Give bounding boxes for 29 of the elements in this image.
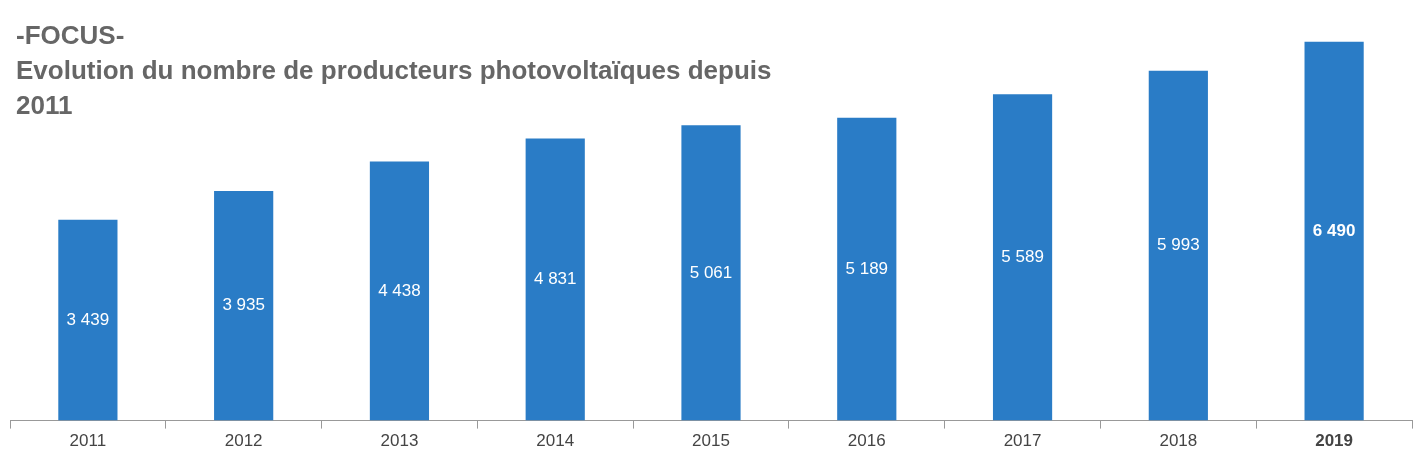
x-tick-label: 2017: [1003, 431, 1042, 451]
chart-title: -FOCUS-: [16, 19, 126, 52]
x-tick-label: 2013: [380, 431, 419, 451]
bar: [369, 161, 430, 421]
text: Evolution du nombre de producteurs photovoltaïques depuis 2011: [16, 54, 773, 122]
bar: [58, 219, 118, 421]
bar: [681, 125, 741, 421]
x-tick-label: 2015: [692, 431, 730, 451]
data-label: 5 061: [689, 262, 733, 282]
data-label: 4 831: [533, 269, 577, 289]
data-label: 5 189: [845, 258, 889, 278]
x-tick-label: 2019: [1315, 431, 1354, 451]
data-label: 3 935: [222, 295, 265, 315]
data-label: 5 589: [1001, 247, 1044, 267]
x-tick-label: 2014: [536, 431, 575, 451]
bar: [1148, 70, 1208, 421]
data-label: 6 490: [1312, 220, 1356, 240]
data-label: 4 438: [378, 280, 421, 300]
bar: [837, 117, 897, 421]
x-tick-label: 2011: [69, 431, 107, 451]
x-tick-label: 2016: [847, 431, 886, 451]
x-tick-label: 2012: [224, 431, 263, 451]
bar: [214, 190, 274, 421]
x-tick-label: 2018: [1159, 431, 1198, 451]
data-label: 5 993: [1157, 235, 1200, 255]
data-label: 3 439: [66, 309, 110, 329]
bar: [1304, 41, 1364, 421]
bar: [525, 138, 585, 421]
bar: [992, 94, 1053, 421]
